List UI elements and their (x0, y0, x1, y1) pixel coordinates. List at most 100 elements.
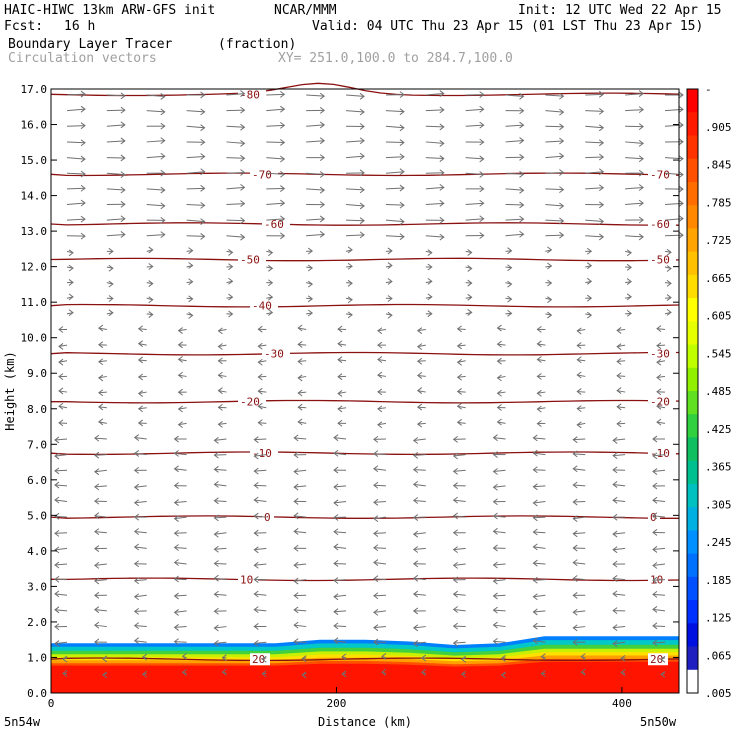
vector-arrowhead (626, 278, 632, 285)
vector-arrowhead (452, 546, 458, 554)
circulation-vector (664, 108, 684, 112)
vector-arrowhead (638, 123, 644, 131)
vector-arrowhead (500, 671, 506, 679)
vector-arrowhead (612, 452, 618, 460)
circulation-vector (54, 563, 68, 566)
circulation-vector (413, 577, 426, 581)
circulation-vector (377, 422, 387, 426)
colorbar-segment (687, 437, 698, 462)
colorbar-segment (687, 460, 698, 485)
circulation-vector (334, 594, 347, 598)
circulation-vector (226, 235, 245, 238)
vector-arrowhead (54, 529, 60, 537)
circulation-vector (656, 405, 666, 409)
vector-arrowhead (98, 324, 104, 332)
vector-arrowhead (492, 561, 498, 569)
vector-arrowhead (133, 637, 140, 645)
x-tick-label: 200 (327, 697, 347, 710)
circulation-vector (585, 219, 604, 223)
vector-arrowhead (373, 481, 379, 489)
vector-arrowhead (54, 623, 60, 631)
colorbar-label: .065 (705, 649, 732, 662)
vector-arrowhead (133, 450, 140, 457)
vector-arrowhead (240, 217, 246, 225)
vector-arrowhead (257, 325, 263, 333)
y-tick-label: 14.0 (21, 190, 48, 203)
vector-arrowhead (297, 358, 303, 365)
vector-arrowhead (54, 467, 60, 475)
vector-arrowhead (297, 389, 303, 397)
vector-arrowhead (456, 373, 462, 381)
contour-label-bg (648, 395, 676, 408)
circulation-vector (417, 390, 426, 393)
vector-arrowhead (626, 293, 632, 301)
contour-label-bg (262, 218, 290, 231)
circulation-vector (58, 405, 68, 409)
vector-arrowhead (319, 107, 326, 114)
circulation-vector (226, 93, 245, 96)
circulation-vector (625, 157, 644, 160)
vector-arrowhead (319, 154, 326, 162)
vector-arrowhead (439, 90, 445, 97)
contour-label: -10 (650, 447, 670, 460)
vector-arrowhead (333, 608, 339, 616)
vector-arrowhead (399, 218, 405, 225)
vector-arrowhead (492, 621, 498, 629)
circulation-vector (385, 203, 404, 206)
vector-arrowhead (399, 233, 405, 241)
vector-arrowhead (58, 373, 64, 381)
vector-arrowhead (54, 512, 60, 520)
circulation-vector (226, 186, 245, 190)
vector-arrowhead (80, 199, 86, 207)
vector-arrowhead (519, 201, 525, 209)
vector-arrowhead (536, 356, 542, 363)
vector-arrowhead (268, 249, 274, 257)
vector-arrowhead (580, 668, 586, 676)
circulation-vector (505, 312, 512, 315)
colorbar-segment (687, 646, 698, 671)
circulation-vector (465, 157, 484, 160)
circulation-vector (652, 608, 666, 612)
vector-arrowhead (373, 498, 379, 506)
vector-arrowhead (456, 358, 462, 366)
forecast-hour: 16 h (64, 19, 96, 34)
vector-arrowhead (319, 92, 326, 100)
vector-arrowhead (173, 575, 179, 583)
vector-arrowhead (253, 639, 259, 647)
vector-arrowhead (133, 622, 140, 630)
vector-arrowhead (217, 387, 223, 395)
circulation-vector (138, 343, 147, 346)
vector-arrowhead (536, 389, 542, 397)
vector-arrowhead (293, 561, 299, 569)
vector-arrowhead (98, 403, 104, 411)
vector-arrowhead (559, 169, 565, 176)
vector-arrowhead (452, 576, 458, 584)
circulation-vector (385, 125, 404, 129)
vector-arrowhead (626, 263, 632, 271)
vector-arrowhead (387, 278, 393, 285)
colorbar-label: .545 (705, 347, 732, 360)
plot-frame (50, 88, 680, 694)
vector-arrowhead (612, 437, 618, 444)
vector-arrowhead (377, 405, 383, 413)
colorbar-label: .785 (705, 196, 732, 209)
y-tick-label: 9.0 (27, 367, 47, 380)
vector-arrowhead (213, 590, 219, 598)
vector-arrowhead (120, 92, 126, 100)
circulation-vector (337, 407, 347, 410)
circulation-vector (377, 329, 387, 332)
vector-arrowhead (456, 418, 462, 426)
vector-arrowhead (652, 546, 658, 553)
vector-arrowhead (200, 138, 206, 146)
vector-arrowhead (94, 512, 100, 520)
y-tick-label: 6.0 (27, 474, 47, 487)
circulation-vector (334, 610, 347, 613)
vector-arrowhead (616, 327, 622, 334)
vector-arrowhead (412, 574, 419, 582)
vector-arrowhead (333, 577, 339, 584)
vector-arrowhead (359, 202, 365, 210)
vector-arrowhead (173, 449, 179, 457)
circulation-vector (346, 219, 365, 222)
circulation-vector (214, 516, 227, 519)
circulation-vector (545, 140, 564, 143)
